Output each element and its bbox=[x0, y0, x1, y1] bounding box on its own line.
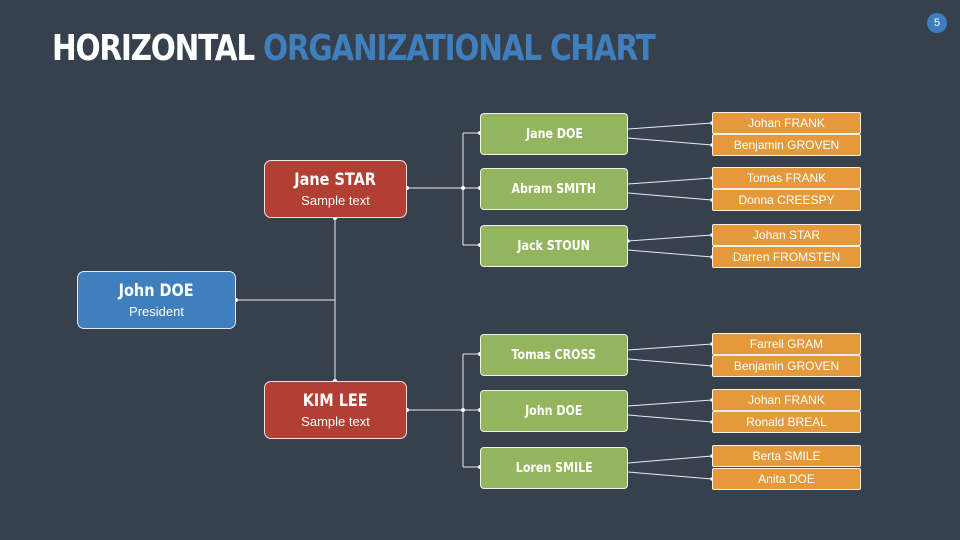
team-name: Jack STOUN bbox=[517, 238, 591, 254]
member-name: Farrell GRAM bbox=[749, 337, 824, 351]
node-member: Johan FRANK bbox=[712, 389, 861, 411]
node-root-president: John DOE President bbox=[77, 271, 236, 329]
team-name: Jane DOE bbox=[525, 126, 583, 142]
node-member: Berta SMILE bbox=[712, 445, 861, 467]
member-name: Donna CREESPY bbox=[738, 193, 835, 207]
node-team: Loren SMILE bbox=[480, 447, 628, 489]
slide-title: HORIZONTAL ORGANIZATIONAL CHART bbox=[52, 28, 656, 69]
team-name: Loren SMILE bbox=[515, 460, 593, 476]
title-blue-part: ORGANIZATIONAL CHART bbox=[262, 28, 656, 69]
node-member: Anita DOE bbox=[712, 468, 861, 490]
node-member: Donna CREESPY bbox=[712, 189, 861, 211]
node-team: John DOE bbox=[480, 390, 628, 432]
member-name: Johan STAR bbox=[752, 228, 821, 242]
title-white-part: HORIZONTAL bbox=[52, 28, 255, 69]
node-member: Benjamin GROVEN bbox=[712, 134, 861, 156]
node-member: Benjamin GROVEN bbox=[712, 355, 861, 377]
member-name: Tomas FRANK bbox=[746, 171, 827, 185]
team-name: Tomas CROSS bbox=[511, 347, 597, 363]
team-name: Abram SMITH bbox=[511, 181, 597, 197]
node-name: Jane STAR bbox=[294, 169, 377, 190]
member-name: Ronald BREAL bbox=[746, 415, 827, 429]
node-team: Jane DOE bbox=[480, 113, 628, 155]
member-name: Johan FRANK bbox=[748, 393, 825, 407]
node-manager-1: Jane STAR Sample text bbox=[264, 160, 407, 218]
node-member: Johan STAR bbox=[712, 224, 861, 246]
member-name: Benjamin GROVEN bbox=[733, 359, 840, 373]
page-number-badge: 5 bbox=[927, 13, 947, 33]
member-name: Johan FRANK bbox=[748, 116, 825, 130]
node-manager-2: KIM LEE Sample text bbox=[264, 381, 407, 439]
node-team: Tomas CROSS bbox=[480, 334, 628, 376]
node-member: Ronald BREAL bbox=[712, 411, 861, 433]
node-title: President bbox=[129, 303, 184, 319]
member-name: Berta SMILE bbox=[752, 449, 821, 463]
node-name: KIM LEE bbox=[303, 390, 368, 411]
team-name: John DOE bbox=[525, 403, 583, 419]
node-team: Jack STOUN bbox=[480, 225, 628, 267]
node-title: Sample text bbox=[301, 413, 370, 429]
node-member: Farrell GRAM bbox=[712, 333, 861, 355]
node-member: Tomas FRANK bbox=[712, 167, 861, 189]
node-member: Johan FRANK bbox=[712, 112, 861, 134]
member-name: Benjamin GROVEN bbox=[733, 138, 840, 152]
member-name: Darren FROMSTEN bbox=[732, 250, 841, 264]
member-name: Anita DOE bbox=[758, 472, 815, 486]
node-title: Sample text bbox=[301, 192, 370, 208]
node-member: Darren FROMSTEN bbox=[712, 246, 861, 268]
node-team: Abram SMITH bbox=[480, 168, 628, 210]
node-name: John DOE bbox=[118, 280, 195, 301]
